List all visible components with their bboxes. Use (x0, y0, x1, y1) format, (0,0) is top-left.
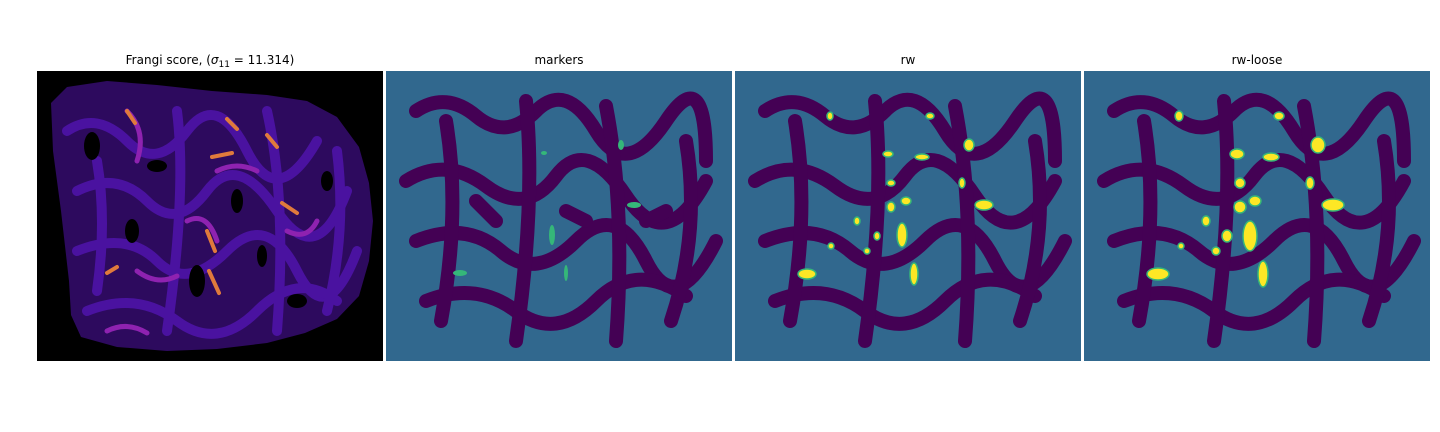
frangi-title-suffix: = 11.314) (229, 53, 295, 67)
rw-loose-tissue (1097, 91, 1421, 348)
rw-title: rw (900, 53, 916, 67)
rw-loose-panel (1084, 71, 1430, 361)
rw-vessels (797, 111, 994, 286)
markers-seeds (453, 140, 641, 281)
frangi-title-sigma: σ (210, 53, 219, 67)
rw-panel (735, 71, 1081, 361)
rw-image (735, 71, 1081, 361)
rw-loose-vessels (1146, 110, 1345, 288)
markers-title: markers (534, 53, 584, 67)
frangi-tissue (51, 81, 373, 351)
rw-loose-title: rw-loose (1231, 53, 1283, 67)
markers-image (386, 71, 732, 361)
frangi-title: Frangi score, (σ11 = 11.314) (37, 53, 383, 70)
rw-tissue (748, 91, 1072, 348)
markers-tissue (399, 91, 723, 348)
rw-loose-image (1084, 71, 1430, 361)
frangi-panel (37, 71, 383, 361)
frangi-title-prefix: Frangi score, ( (125, 53, 211, 67)
frangi-holes (84, 132, 333, 308)
frangi-title-sub: 11 (218, 60, 230, 70)
markers-panel (386, 71, 732, 361)
frangi-image (37, 71, 383, 361)
